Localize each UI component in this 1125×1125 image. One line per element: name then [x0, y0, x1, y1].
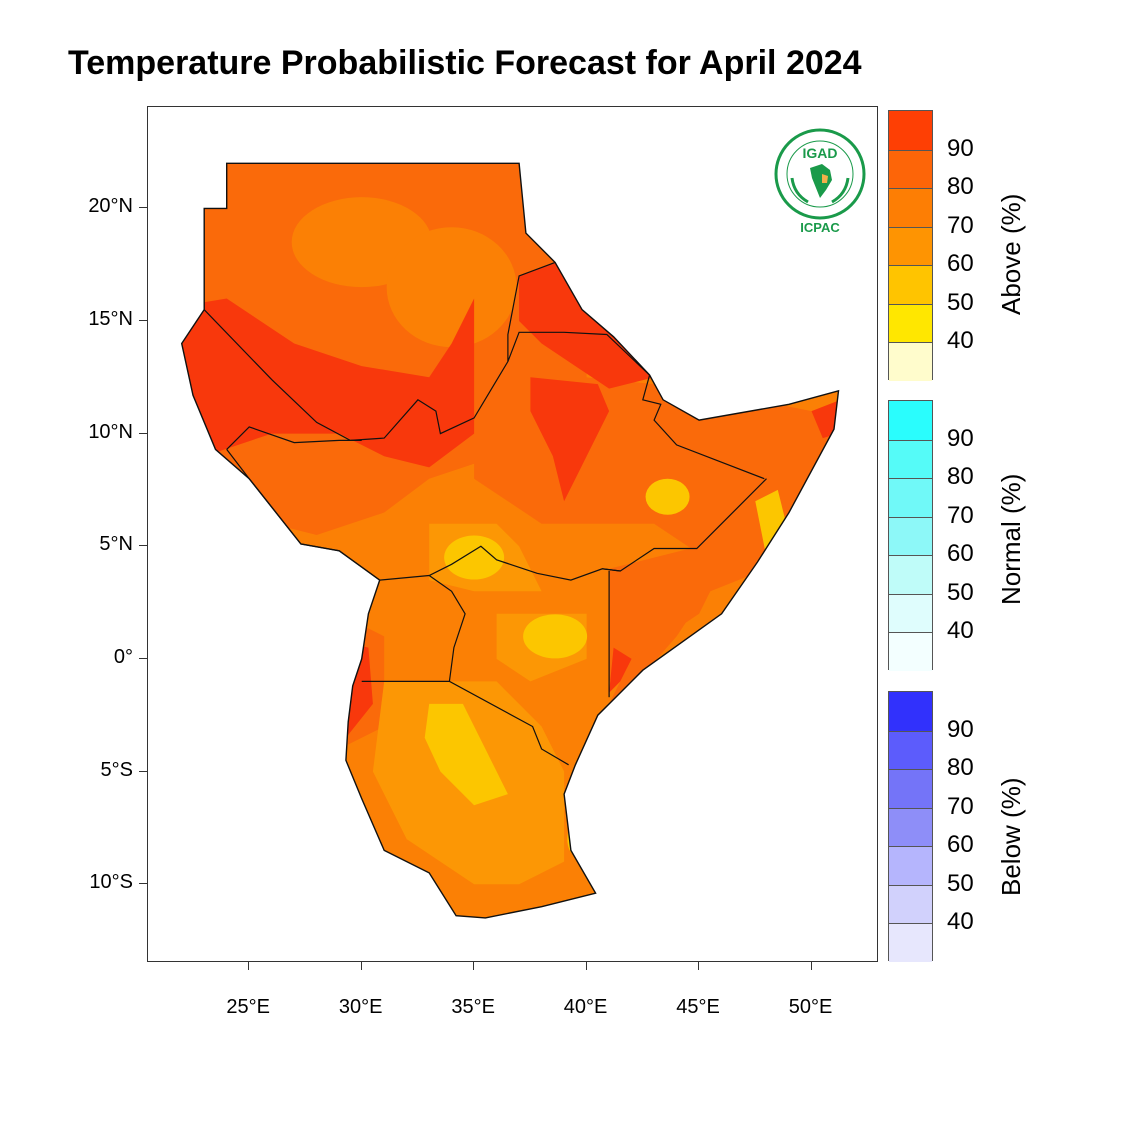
probability-50-zone: [444, 535, 505, 580]
country-border: [226, 426, 362, 450]
forecast-map: [180, 162, 840, 919]
colorbar-tick-label: 50: [947, 869, 974, 897]
lon-tick-mark: [248, 962, 250, 970]
lon-tick-mark: [360, 962, 362, 970]
colorbar-tick-label: 60: [947, 540, 974, 568]
country-border: [428, 575, 466, 682]
lon-tick-label: 40°E: [563, 996, 608, 1018]
logo-icpac-text: ICPAC: [800, 220, 840, 235]
colorbar-swatch: [889, 149, 932, 189]
lat-tick-mark: [139, 207, 147, 209]
logo-igad-text: IGAD: [803, 145, 838, 161]
lon-tick-label: 45°E: [676, 996, 720, 1018]
colorbar-swatch: [889, 516, 932, 556]
colorbar-swatch: [889, 632, 932, 671]
lon-tick-mark: [810, 962, 812, 970]
country-border: [642, 374, 765, 480]
lon-tick-mark: [698, 962, 700, 970]
colorbar-tick-label: 80: [947, 173, 974, 201]
lat-tick-mark: [139, 545, 147, 547]
colorbar-tick-label: 70: [947, 792, 974, 820]
colorbar-tick-label: 50: [947, 578, 974, 606]
probability-90-zone: [609, 647, 632, 693]
colorbar-swatch: [889, 226, 932, 266]
lat-tick-label: 5°S: [100, 758, 133, 781]
colorbar-swatch: [889, 923, 932, 962]
colorbar-swatch: [889, 401, 932, 440]
country-border: [507, 331, 651, 376]
colorbar-swatch: [889, 478, 932, 517]
colorbar: [888, 110, 933, 381]
lon-tick-mark: [585, 962, 587, 970]
lon-tick-label: 50°E: [788, 996, 833, 1018]
probability-50-zone: [523, 614, 588, 659]
map-panel: [147, 106, 878, 962]
colorbar-swatch: [889, 303, 932, 343]
lat-tick-label: 10°S: [89, 871, 133, 894]
colorbar-swatch: [889, 188, 932, 227]
lat-tick-mark: [139, 657, 147, 659]
colorbar-tick-label: 60: [947, 250, 974, 278]
colorbar-title: Above (%): [996, 193, 1026, 315]
lat-tick-mark: [139, 320, 147, 321]
colorbar-tick-label: 50: [947, 288, 974, 316]
lat-tick-label: 0°: [113, 645, 133, 668]
lat-tick-label: 20°N: [88, 195, 133, 218]
probability-90-zone: [530, 377, 610, 502]
lat-tick-mark: [139, 883, 147, 885]
lat-tick-label: 5°N: [99, 533, 133, 556]
colorbar-swatch: [889, 439, 932, 479]
colorbar-title: Below (%): [996, 777, 1026, 896]
colorbar: [888, 691, 933, 962]
colorbar-swatch: [889, 730, 932, 770]
colorbar-swatch: [889, 265, 932, 304]
probability-50-zone: [424, 703, 508, 806]
colorbar-swatch: [889, 769, 932, 808]
colorbar-title: Normal (%): [996, 473, 1026, 605]
colorbar-tick-label: 80: [947, 754, 974, 782]
colorbar-swatch: [889, 884, 932, 924]
country-border: [361, 680, 569, 766]
colorbar-tick-label: 70: [947, 211, 974, 239]
colorbar-tick-label: 40: [947, 327, 974, 355]
lat-tick-label: 15°N: [88, 308, 133, 330]
lon-tick-label: 35°E: [451, 996, 495, 1018]
probability-80-zone: [609, 523, 744, 682]
probability-70-zone: [386, 227, 517, 348]
colorbar-swatch: [889, 846, 932, 885]
lon-tick-label: 30°E: [338, 996, 383, 1018]
colorbar-swatch: [889, 342, 932, 381]
igad-icpac-logo: IGAD ICPAC: [772, 128, 868, 238]
lat-tick-mark: [139, 770, 147, 772]
country-border: [203, 261, 556, 442]
lon-tick-mark: [473, 962, 475, 970]
colorbar-tick-label: 80: [947, 463, 974, 491]
colorbar-tick-label: 90: [947, 424, 974, 452]
colorbar-tick-label: 70: [947, 501, 974, 529]
country-border: [602, 478, 767, 572]
colorbar-swatch: [889, 807, 932, 847]
lat-tick-mark: [139, 432, 147, 434]
colorbar-swatch: [889, 111, 932, 150]
map-title: Temperature Probabilistic Forecast for A…: [68, 44, 862, 82]
colorbar-tick-label: 90: [947, 715, 974, 743]
lon-tick-label: 25°E: [226, 996, 270, 1018]
probability-90-zone: [519, 262, 655, 389]
colorbar: [888, 400, 933, 671]
colorbar-swatch: [889, 555, 932, 594]
lat-tick-label: 10°N: [88, 420, 133, 443]
colorbar-tick-label: 90: [947, 134, 974, 162]
colorbar-swatch: [889, 692, 932, 731]
colorbar-swatch: [889, 593, 932, 633]
colorbar-tick-label: 40: [947, 617, 974, 645]
probability-50-zone: [645, 478, 690, 515]
colorbar-tick-label: 40: [947, 908, 974, 936]
colorbar-tick-label: 60: [947, 831, 974, 859]
country-border: [226, 449, 621, 581]
